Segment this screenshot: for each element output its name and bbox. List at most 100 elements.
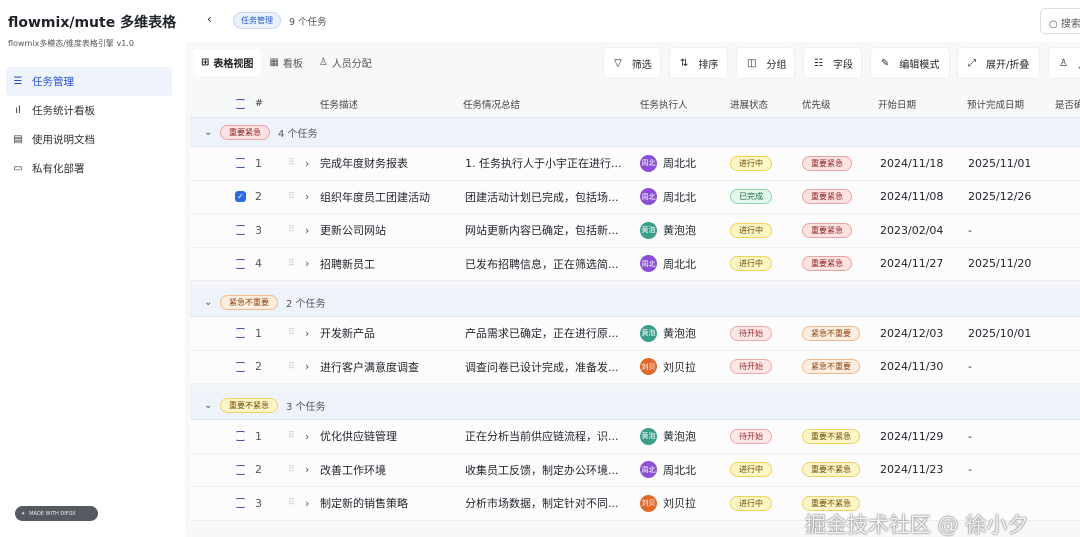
tab-view-1[interactable]: ▦ 看板 bbox=[261, 49, 310, 76]
table-row[interactable]: 1 ⠿ › 完成年度财务报表 1. 任务执行人于小宇正在进行... 周北 周北北 进行中 重要紧… bbox=[190, 147, 1080, 181]
assignee[interactable]: 周北 周北北 bbox=[640, 181, 696, 214]
status-badge[interactable]: 待开始 bbox=[730, 325, 772, 341]
status-badge[interactable]: 待开始 bbox=[730, 359, 772, 375]
task-title[interactable]: 制定新的销售策略 bbox=[320, 497, 408, 511]
sidebar-item-0[interactable]: ☰ 任务管理 bbox=[6, 67, 172, 96]
start-date[interactable]: 2024/12/03 bbox=[880, 326, 944, 340]
table-row[interactable]: 3 ⠿ › 制定新的销售策略 分析市场数据，制定针对不同... 刘贝 刘贝拉 进行中 重要不紧急 bbox=[190, 487, 1080, 521]
row-checkbox[interactable] bbox=[235, 454, 246, 487]
task-title[interactable]: 进行客户满意度调查 bbox=[320, 360, 419, 374]
task-title[interactable]: 组织年度员工团建活动 bbox=[320, 190, 430, 204]
column-header[interactable]: 预计完成日期 bbox=[967, 99, 1025, 111]
start-date[interactable]: 2024/11/30 bbox=[880, 360, 944, 374]
due-date[interactable]: - bbox=[968, 360, 972, 374]
status-badge[interactable]: 进行中 bbox=[730, 256, 772, 272]
toolbar-button-3[interactable]: ☷ 字段 bbox=[803, 47, 862, 79]
breadcrumb[interactable]: 任务管理 bbox=[233, 12, 281, 29]
column-header[interactable]: 是否确 bbox=[1055, 99, 1080, 111]
task-summary[interactable]: 团建活动计划已完成，包括场... bbox=[465, 190, 619, 204]
table-row[interactable]: 2 ⠿ › 改善工作环境 收集员工反馈，制定办公环境... 周北 周北北 进行中 重要不紧急 20… bbox=[190, 453, 1080, 487]
assignee[interactable]: 周北 周北北 bbox=[640, 248, 696, 281]
task-summary[interactable]: 调查问卷已设计完成，准备发... bbox=[465, 360, 619, 374]
row-checkbox[interactable] bbox=[235, 351, 246, 384]
due-date[interactable]: 2025/11/01 bbox=[968, 156, 1032, 170]
drag-handle-icon[interactable]: ⠿ bbox=[288, 225, 295, 236]
start-date[interactable]: 2024/11/18 bbox=[880, 156, 944, 170]
status-badge[interactable]: 进行中 bbox=[730, 222, 772, 238]
start-date[interactable]: 2024/11/08 bbox=[880, 190, 944, 204]
row-checkbox[interactable] bbox=[235, 317, 246, 350]
row-checkbox[interactable] bbox=[235, 147, 246, 180]
row-checkbox[interactable] bbox=[235, 248, 246, 281]
task-summary[interactable]: 正在分析当前供应链流程，识... bbox=[465, 430, 619, 444]
drag-handle-icon[interactable]: ⠿ bbox=[288, 328, 295, 339]
expand-row-chevron-icon[interactable]: › bbox=[305, 463, 310, 477]
row-checkbox[interactable]: ✓ bbox=[235, 181, 246, 214]
task-summary[interactable]: 网站更新内容已确定，包括新... bbox=[465, 224, 619, 238]
column-header[interactable]: 任务情况总结 bbox=[463, 99, 521, 111]
group-header[interactable]: ⌄ 重要不紧急 3 个任务 bbox=[190, 391, 1080, 420]
expand-row-chevron-icon[interactable]: › bbox=[305, 429, 310, 443]
back-chevron-icon[interactable]: ‹ bbox=[207, 12, 212, 26]
priority-badge[interactable]: 重要紧急 bbox=[802, 155, 852, 171]
status-badge[interactable]: 已完成 bbox=[730, 189, 772, 205]
assignee[interactable]: 黄泡 黄泡泡 bbox=[640, 317, 696, 350]
status-badge[interactable]: 进行中 bbox=[730, 462, 772, 478]
toolbar-button-5[interactable]: ⤢ 展开/折叠 bbox=[957, 47, 1040, 79]
assignee[interactable]: 周北 周北北 bbox=[640, 147, 696, 180]
chevron-down-icon[interactable]: ⌄ bbox=[204, 296, 213, 308]
table-row[interactable]: 1 ⠿ › 开发新产品 产品需求已确定，正在进行原... 黄泡 黄泡泡 待开始 紧急不重要 202… bbox=[190, 317, 1080, 351]
table-row[interactable]: 1 ⠿ › 优化供应链管理 正在分析当前供应链流程，识... 黄泡 黄泡泡 待开始 重要不紧急 2… bbox=[190, 420, 1080, 454]
status-badge[interactable]: 进行中 bbox=[730, 495, 772, 511]
due-date[interactable]: 2025/10/01 bbox=[968, 326, 1032, 340]
sidebar-item-1[interactable]: ıl 任务统计看板 bbox=[6, 96, 172, 125]
priority-badge[interactable]: 重要紧急 bbox=[802, 256, 852, 272]
drag-handle-icon[interactable]: ⠿ bbox=[288, 361, 295, 372]
priority-badge[interactable]: 重要不紧急 bbox=[802, 495, 860, 511]
column-header[interactable]: 任务描述 bbox=[320, 99, 359, 111]
sidebar-item-2[interactable]: ▤ 使用说明文档 bbox=[6, 125, 172, 154]
priority-badge[interactable]: 重要不紧急 bbox=[802, 428, 860, 444]
column-header[interactable]: 优先级 bbox=[802, 99, 831, 111]
status-badge[interactable]: 待开始 bbox=[730, 428, 772, 444]
assignee[interactable]: 黄泡 黄泡泡 bbox=[640, 214, 696, 247]
priority-badge[interactable]: 重要不紧急 bbox=[802, 462, 860, 478]
drag-handle-icon[interactable]: ⠿ bbox=[288, 158, 295, 169]
task-title[interactable]: 招聘新员工 bbox=[320, 257, 375, 271]
drag-handle-icon[interactable]: ⠿ bbox=[288, 191, 295, 202]
due-date[interactable]: - bbox=[968, 223, 972, 237]
assignee[interactable]: 刘贝 刘贝拉 bbox=[640, 351, 696, 384]
task-title[interactable]: 改善工作环境 bbox=[320, 463, 386, 477]
column-header[interactable]: # bbox=[255, 98, 263, 109]
toolbar-button-6[interactable]: ♙ 人员 bbox=[1048, 47, 1080, 79]
toolbar-button-1[interactable]: ⇅ 排序 bbox=[669, 47, 728, 79]
due-date[interactable]: - bbox=[968, 463, 972, 477]
task-title[interactable]: 优化供应链管理 bbox=[320, 430, 397, 444]
column-header[interactable]: 进展状态 bbox=[730, 99, 769, 111]
task-summary[interactable]: 产品需求已确定，正在进行原... bbox=[465, 327, 619, 341]
group-header[interactable]: ⌄ 重要紧急 4 个任务 bbox=[190, 118, 1080, 147]
priority-badge[interactable]: 重要紧急 bbox=[802, 189, 852, 205]
task-summary[interactable]: 收集员工反馈，制定办公环境... bbox=[465, 463, 619, 477]
task-summary[interactable]: 1. 任务执行人于小宇正在进行... bbox=[465, 157, 622, 171]
task-summary[interactable]: 已发布招聘信息，正在筛选简... bbox=[465, 257, 619, 271]
drag-handle-icon[interactable]: ⠿ bbox=[288, 498, 295, 509]
column-header[interactable]: 任务执行人 bbox=[640, 99, 688, 111]
drag-handle-icon[interactable]: ⠿ bbox=[288, 258, 295, 269]
search-input[interactable]: ○ 搜索 bbox=[1040, 8, 1080, 34]
expand-row-chevron-icon[interactable]: › bbox=[305, 223, 310, 237]
due-date[interactable]: 2025/11/20 bbox=[968, 257, 1032, 271]
due-date[interactable]: 2025/12/26 bbox=[968, 190, 1032, 204]
assignee[interactable]: 周北 周北北 bbox=[640, 454, 696, 487]
priority-badge[interactable]: 紧急不重要 bbox=[802, 359, 860, 375]
drag-handle-icon[interactable]: ⠿ bbox=[288, 464, 295, 475]
priority-badge[interactable]: 重要紧急 bbox=[802, 222, 852, 238]
drag-handle-icon[interactable]: ⠿ bbox=[288, 431, 295, 442]
start-date[interactable]: 2024/11/27 bbox=[880, 257, 944, 271]
task-summary[interactable]: 分析市场数据，制定针对不同... bbox=[465, 497, 619, 511]
expand-row-chevron-icon[interactable]: › bbox=[305, 326, 310, 340]
task-title[interactable]: 更新公司网站 bbox=[320, 224, 386, 238]
expand-row-chevron-icon[interactable]: › bbox=[305, 360, 310, 374]
row-checkbox[interactable] bbox=[235, 214, 246, 247]
toolbar-button-4[interactable]: ✎ 编辑模式 bbox=[870, 47, 950, 79]
